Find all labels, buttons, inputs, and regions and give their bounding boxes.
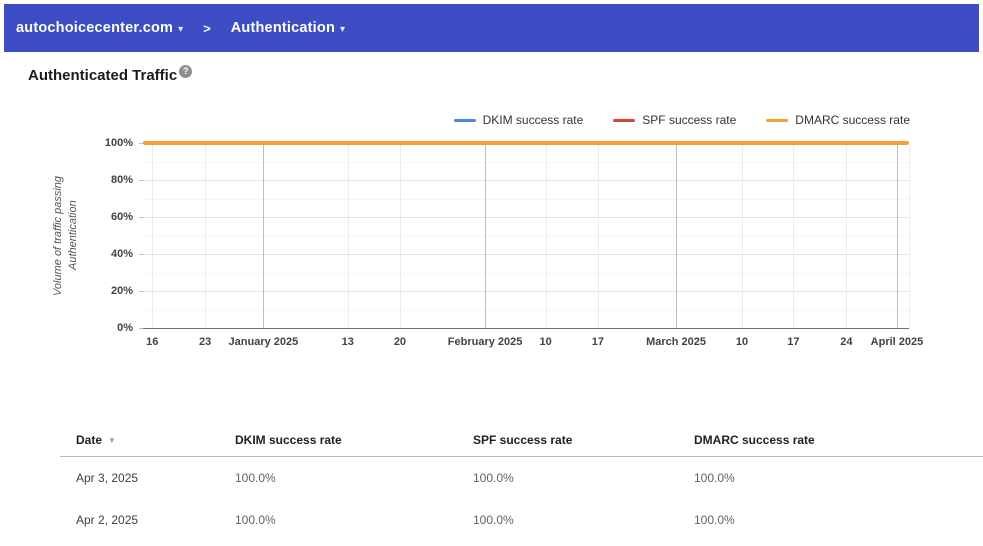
week-gridline (846, 143, 848, 328)
legend-label: SPF success rate (642, 113, 737, 127)
minor-gridline (143, 309, 909, 311)
major-gridline (143, 254, 909, 255)
y-tick-label: 40% (110, 248, 133, 260)
major-gridline (143, 180, 909, 181)
y-tick-label: 0% (117, 322, 133, 334)
section-selector-dropdown[interactable]: Authentication ▾ (231, 20, 345, 36)
minor-gridline (143, 235, 909, 237)
table-row: Apr 3, 2025 100.0% 100.0% 100.0% (60, 457, 983, 499)
breadcrumb-separator-icon: > (203, 20, 211, 36)
page-title: Authenticated Traffic (28, 67, 178, 84)
legend-item-dmarc: DMARC success rate (766, 113, 910, 127)
minor-gridline (143, 161, 909, 163)
legend-line-icon (766, 118, 789, 122)
minor-gridline (143, 272, 909, 274)
legend-label: DKIM success rate (482, 113, 584, 127)
major-gridline (143, 217, 909, 218)
major-gridline (143, 291, 909, 292)
month-gridline (676, 143, 678, 328)
week-gridline (793, 143, 795, 328)
x-tick-month-label: March 2025 (646, 336, 707, 348)
x-tick-day-label: 23 (199, 336, 212, 348)
section-name: Authentication (230, 20, 336, 36)
help-icon[interactable]: ? (179, 65, 193, 78)
week-gridline (152, 143, 154, 328)
x-tick-day-label: 10 (539, 336, 552, 348)
table-row: Apr 2, 2025 100.0% 100.0% 100.0% (60, 499, 983, 541)
y-tick-label: 100% (104, 137, 133, 149)
x-tick-day-label: 13 (341, 336, 354, 348)
value-cell: 100.0% (473, 471, 514, 485)
domain-selector-dropdown[interactable]: autochoicecenter.com ▾ (16, 20, 183, 36)
chart-legend: DKIM success rate SPF success rate DMARC s… (453, 113, 910, 127)
domain-name: autochoicecenter.com (16, 20, 174, 36)
y-tick-mark (139, 217, 143, 218)
y-tick-label: 80% (110, 174, 133, 186)
x-tick-day-label: 16 (146, 336, 159, 348)
week-gridline (347, 143, 349, 328)
y-tick-mark (139, 143, 143, 144)
date-cell: Apr 2, 2025 (76, 513, 139, 527)
x-tick-day-label: 20 (393, 336, 407, 348)
y-tick-label: 60% (110, 211, 133, 223)
y-tick-mark (139, 180, 143, 181)
x-tick-month-label: January 2025 (228, 336, 299, 348)
column-header-dmarc-success-rate: DMARC success rate (694, 433, 815, 447)
legend-line-icon (613, 118, 636, 122)
month-gridline (896, 143, 898, 328)
y-tick-mark (139, 328, 143, 329)
sort-desc-icon: ▼ (108, 436, 116, 445)
legend-line-icon (453, 118, 476, 122)
value-cell: 100.0% (473, 513, 514, 527)
month-gridline (485, 143, 487, 328)
x-tick-month-label: February 2025 (447, 336, 523, 348)
x-tick-day-label: 10 (735, 336, 749, 348)
x-axis-baseline (143, 328, 909, 329)
minor-gridline (143, 198, 909, 200)
column-header-dkim-success-rate: DKIM success rate (235, 433, 342, 447)
week-gridline (597, 143, 599, 328)
date-cell: Apr 3, 2025 (76, 471, 139, 485)
table-header-row: Date ▼ DKIM success rate SPF success rate DM… (60, 424, 983, 457)
week-gridline (545, 143, 547, 328)
column-header-spf-success-rate: SPF success rate (473, 433, 573, 447)
week-gridline (399, 143, 401, 328)
page-title-row: Authenticated Traffic ? (28, 65, 193, 84)
y-tick-mark (139, 291, 143, 292)
month-gridline (263, 143, 265, 328)
chevron-down-icon: ▾ (178, 23, 184, 35)
chevron-down-icon: ▾ (340, 23, 346, 35)
x-tick-day-label: 17 (787, 336, 800, 348)
value-cell: 100.0% (235, 471, 276, 485)
y-tick-mark (139, 254, 143, 255)
chart-plot-area (143, 141, 910, 329)
y-tick-label: 20% (110, 285, 133, 297)
top-navigation-bar: autochoicecenter.com ▾ > Authentication … (4, 4, 979, 52)
x-tick-day-label: 17 (591, 336, 604, 348)
data-table: Date ▼ DKIM success rate SPF success rate DM… (60, 424, 983, 541)
legend-item-dkim: DKIM success rate (453, 113, 584, 127)
y-axis-title: Volume of traffic passing Authentication (52, 175, 79, 296)
legend-label: DMARC success rate (795, 113, 910, 127)
week-gridline (205, 143, 207, 328)
x-tick-month-label: April 2025 (870, 336, 924, 348)
column-header-date[interactable]: Date ▼ (76, 433, 116, 447)
value-cell: 100.0% (694, 471, 735, 485)
legend-item-spf: SPF success rate (613, 113, 736, 127)
x-tick-day-label: 24 (840, 336, 853, 348)
value-cell: 100.0% (235, 513, 276, 527)
week-gridline (742, 143, 744, 328)
series-line-dmarc (143, 141, 909, 145)
value-cell: 100.0% (694, 513, 735, 527)
